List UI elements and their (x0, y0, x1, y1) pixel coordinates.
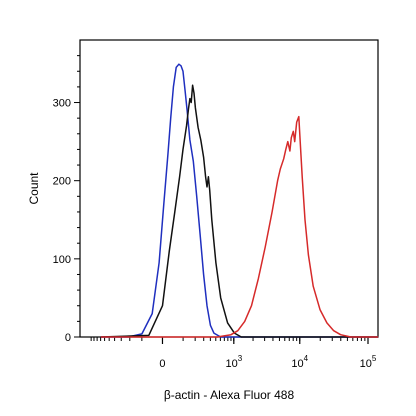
x-tick-label: 0 (159, 358, 165, 370)
plot-frame (79, 39, 379, 338)
plot-border (79, 39, 379, 338)
histogram-series-1 (100, 63, 379, 338)
x-tick-label: 105 (360, 354, 377, 370)
x-tick-label: 104 (291, 354, 308, 370)
y-tick-label: 100 (53, 254, 71, 266)
x-axis: 0 103 104 105 (90, 337, 377, 370)
y-tick-label: 200 (53, 176, 71, 188)
x-tick-label: 103 (225, 354, 242, 370)
histogram-series-3 (100, 115, 379, 338)
series-layer (100, 63, 379, 338)
y-tick-label: 0 (65, 332, 71, 344)
y-axis: 0 100 200 300 (53, 55, 80, 344)
y-tick-label: 300 (53, 98, 71, 110)
y-axis-title: Count (27, 172, 41, 205)
histogram-series-2 (100, 84, 379, 338)
x-axis-title: β-actin - Alexa Fluor 488 (164, 388, 295, 402)
